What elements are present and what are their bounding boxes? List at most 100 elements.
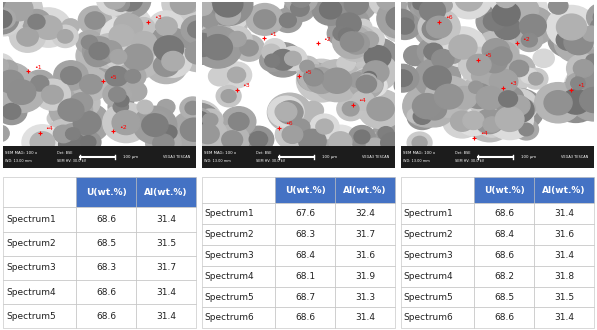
- Circle shape: [533, 49, 554, 67]
- Bar: [275, 203, 335, 224]
- Circle shape: [424, 43, 461, 75]
- Text: Det: BSE: Det: BSE: [455, 151, 470, 155]
- Circle shape: [407, 108, 424, 122]
- Circle shape: [472, 65, 496, 86]
- Circle shape: [498, 91, 518, 107]
- Bar: [76, 280, 136, 304]
- Text: WD: 13.00 mm: WD: 13.00 mm: [204, 159, 230, 163]
- Circle shape: [386, 64, 418, 92]
- Circle shape: [275, 120, 310, 149]
- Circle shape: [417, 38, 450, 66]
- Circle shape: [291, 119, 310, 136]
- Circle shape: [512, 0, 538, 20]
- Circle shape: [35, 79, 70, 110]
- Circle shape: [451, 111, 474, 131]
- Circle shape: [233, 35, 264, 61]
- Bar: [202, 308, 275, 328]
- Circle shape: [422, 99, 447, 120]
- Circle shape: [389, 9, 414, 30]
- Circle shape: [494, 24, 510, 38]
- Circle shape: [72, 68, 110, 100]
- Circle shape: [30, 76, 49, 91]
- Circle shape: [458, 48, 499, 82]
- Text: SEM HV: 30.0 kV: SEM HV: 30.0 kV: [57, 159, 86, 163]
- Circle shape: [0, 55, 19, 98]
- Circle shape: [291, 0, 309, 16]
- Circle shape: [284, 0, 318, 13]
- Circle shape: [443, 104, 482, 138]
- Circle shape: [316, 119, 333, 134]
- Bar: [534, 224, 594, 245]
- Circle shape: [144, 27, 193, 70]
- Circle shape: [137, 100, 153, 114]
- Circle shape: [112, 111, 140, 135]
- Circle shape: [254, 10, 276, 29]
- Circle shape: [337, 97, 365, 121]
- Circle shape: [84, 45, 110, 67]
- Circle shape: [476, 6, 513, 37]
- Circle shape: [98, 60, 136, 93]
- Circle shape: [160, 125, 177, 140]
- Text: •4: •4: [358, 98, 366, 103]
- Circle shape: [546, 6, 596, 49]
- Bar: [275, 177, 335, 203]
- Circle shape: [336, 0, 376, 22]
- Circle shape: [105, 66, 128, 86]
- Circle shape: [535, 82, 581, 123]
- Circle shape: [344, 0, 368, 15]
- Circle shape: [526, 18, 542, 32]
- Circle shape: [306, 68, 336, 93]
- Circle shape: [187, 21, 207, 38]
- Circle shape: [358, 68, 381, 87]
- Bar: [136, 280, 196, 304]
- Circle shape: [407, 104, 438, 129]
- Circle shape: [484, 102, 522, 135]
- Text: 68.6: 68.6: [96, 215, 116, 224]
- Circle shape: [124, 82, 147, 101]
- Circle shape: [486, 99, 534, 140]
- Circle shape: [567, 54, 597, 83]
- Circle shape: [352, 91, 374, 110]
- Circle shape: [101, 21, 118, 36]
- Bar: [76, 177, 136, 207]
- Circle shape: [297, 62, 330, 91]
- Bar: [474, 203, 534, 224]
- Circle shape: [81, 35, 97, 49]
- Circle shape: [275, 102, 297, 121]
- Circle shape: [76, 38, 118, 74]
- Circle shape: [1, 17, 22, 36]
- Circle shape: [204, 110, 223, 126]
- Circle shape: [423, 66, 451, 90]
- Circle shape: [484, 12, 505, 31]
- Circle shape: [204, 127, 223, 143]
- Circle shape: [134, 24, 150, 38]
- Bar: [76, 256, 136, 280]
- Circle shape: [118, 64, 140, 82]
- Bar: [275, 308, 335, 328]
- Circle shape: [54, 61, 88, 90]
- Circle shape: [123, 24, 165, 61]
- Circle shape: [414, 58, 461, 98]
- Circle shape: [367, 138, 383, 152]
- Circle shape: [297, 59, 346, 102]
- Text: 31.8: 31.8: [554, 272, 574, 281]
- Text: 31.5: 31.5: [156, 239, 176, 248]
- Circle shape: [229, 31, 246, 47]
- Circle shape: [0, 98, 27, 124]
- Bar: [401, 308, 474, 328]
- Circle shape: [157, 100, 175, 115]
- Circle shape: [524, 68, 548, 89]
- Circle shape: [125, 70, 140, 83]
- Circle shape: [446, 0, 492, 19]
- Circle shape: [76, 31, 103, 54]
- Circle shape: [176, 34, 220, 72]
- Circle shape: [285, 51, 301, 66]
- Circle shape: [112, 0, 130, 12]
- Circle shape: [404, 46, 427, 66]
- Text: •4: •4: [480, 131, 488, 136]
- Bar: [534, 203, 594, 224]
- Circle shape: [338, 28, 355, 43]
- Text: 100 µm: 100 µm: [322, 155, 337, 159]
- Circle shape: [193, 26, 242, 68]
- Circle shape: [413, 109, 431, 124]
